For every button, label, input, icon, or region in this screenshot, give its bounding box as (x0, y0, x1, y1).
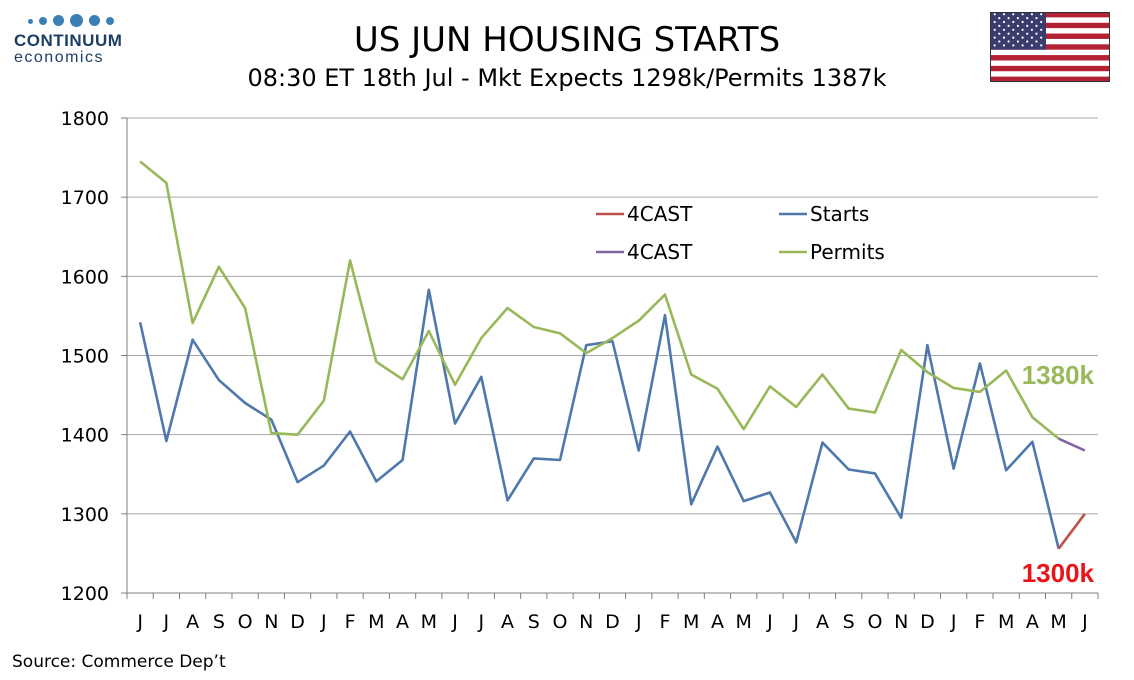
x-tick-label: A (396, 611, 409, 633)
series-line-starts (138, 288, 1060, 549)
series-lines (138, 160, 1086, 550)
annotation-label: 1380k (1022, 360, 1095, 390)
y-tick-label: 1200 (61, 583, 109, 605)
series-line-permits (139, 160, 1060, 440)
y-tick-label: 1500 (61, 346, 109, 368)
x-tick-label: F (974, 611, 985, 633)
x-tick-label: A (816, 611, 829, 633)
y-axis-ticks: 1200 1300 1400 1500 1600 1700 1800 (61, 108, 127, 605)
x-tick-label: M (736, 611, 752, 633)
x-tick-label: A (1026, 611, 1039, 633)
y-tick-label: 1400 (61, 425, 109, 447)
x-tick-label: F (660, 611, 671, 633)
x-tick-label: O (238, 611, 253, 633)
x-tick-label: M (998, 611, 1014, 633)
legend-label: Starts (810, 202, 869, 226)
x-tick-label: J (320, 611, 327, 633)
us-flag-icon (990, 12, 1110, 82)
grid-lines (127, 117, 1098, 515)
logo-dots (28, 14, 134, 27)
legend-label: 4CAST (627, 240, 693, 264)
x-tick-label: M (1050, 611, 1066, 633)
x-tick-label: D (605, 611, 620, 633)
x-tick-label: J (163, 611, 170, 633)
y-tick-label: 1800 (61, 108, 109, 130)
y-tick-label: 1600 (61, 266, 109, 288)
x-tick-label: O (553, 611, 568, 633)
x-tick-label: S (213, 611, 225, 633)
x-tick-label: M (683, 611, 699, 633)
x-tick-label: J (635, 611, 642, 633)
x-tick-label: N (579, 611, 593, 633)
x-tick-label: S (843, 611, 855, 633)
x-tick-label: M (368, 611, 384, 633)
x-tick-label: N (264, 611, 278, 633)
x-tick-label: J (766, 611, 773, 633)
x-tick-label: S (528, 611, 540, 633)
annotation-label: 1300k (1022, 558, 1095, 588)
x-tick-label: J (950, 611, 957, 633)
series-line-4cast-permits (1058, 437, 1086, 452)
logo-subtitle: economics (14, 49, 104, 66)
source-note: Source: Commerce Dep’t (12, 652, 226, 672)
x-tick-label: J (477, 611, 484, 633)
brand-logo: CONTINUUM economics (14, 14, 134, 67)
x-tick-label: J (136, 611, 143, 633)
legend-label: Permits (810, 240, 885, 264)
legend: 4CAST Starts 4CAST Permits (596, 202, 885, 264)
x-tick-label: O (867, 611, 882, 633)
chart-subtitle: 08:30 ET 18th Jul - Mkt Expects 1298k/Pe… (247, 64, 887, 92)
x-tick-label: N (894, 611, 908, 633)
x-tick-label: J (451, 611, 458, 633)
logo-name: CONTINUUM (14, 31, 123, 50)
x-tick-label: A (501, 611, 514, 633)
legend-label: 4CAST (627, 202, 693, 226)
x-tick-label: F (345, 611, 356, 633)
x-tick-label: A (711, 611, 724, 633)
y-tick-label: 1300 (61, 504, 109, 526)
x-tick-label: J (792, 611, 799, 633)
x-tick-label: M (421, 611, 437, 633)
x-tick-label: D (920, 611, 935, 633)
chart-title: US JUN HOUSING STARTS (353, 20, 781, 60)
x-tick-label: A (186, 611, 199, 633)
annotations: 1380k 1300k (1022, 360, 1095, 588)
x-tick-label: J (1081, 611, 1088, 633)
x-tick-label: D (290, 611, 305, 633)
y-tick-label: 1700 (61, 187, 109, 209)
series-line-4cast-starts (1057, 513, 1086, 550)
